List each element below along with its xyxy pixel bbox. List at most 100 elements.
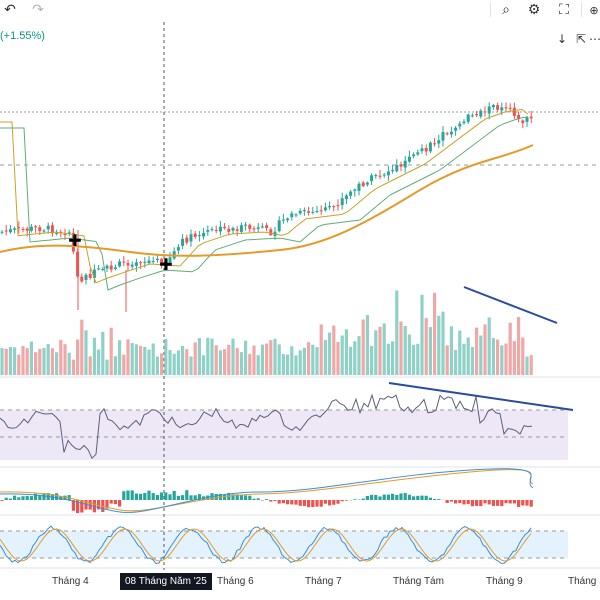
macd-histogram-bar xyxy=(286,500,290,505)
macd-histogram-bar xyxy=(302,500,306,506)
candle-body xyxy=(454,127,458,131)
macd-histogram-bar xyxy=(307,500,311,508)
macd-histogram-bar xyxy=(42,493,46,500)
macd-histogram-bar xyxy=(38,494,42,500)
fullscreen-icon[interactable]: ⛶ xyxy=(559,2,569,18)
macd-histogram-bar xyxy=(260,500,264,501)
volume-bar xyxy=(147,349,151,375)
macd-histogram-bar xyxy=(487,500,491,505)
candle-body xyxy=(336,205,340,207)
macd-histogram-bar xyxy=(353,499,357,500)
undo-icon[interactable]: ↶ xyxy=(4,2,16,18)
candle-body xyxy=(361,182,365,187)
candle-body xyxy=(307,211,311,213)
snapshot-icon[interactable]: ⊕ xyxy=(589,3,599,17)
volume-bar xyxy=(458,330,462,375)
rsi-band xyxy=(0,410,568,460)
candle-body xyxy=(105,265,109,269)
macd-histogram-bar xyxy=(428,497,432,500)
macd-histogram-bar xyxy=(176,495,180,500)
candle-body xyxy=(197,235,201,237)
candle-body xyxy=(13,228,17,230)
volume-bar xyxy=(315,347,319,375)
candle-body xyxy=(449,131,453,135)
volume-bar xyxy=(155,356,159,375)
volume-bar xyxy=(4,348,8,375)
move-down-icon[interactable]: ↓ xyxy=(556,32,568,46)
candle-body xyxy=(517,114,521,120)
volume-bar xyxy=(382,323,386,375)
candle-body xyxy=(281,219,285,221)
candle-body xyxy=(496,105,500,110)
quick-search-icon[interactable]: ⌕ xyxy=(502,2,510,18)
collapse-pane-icon[interactable]: ⇱ xyxy=(575,32,587,46)
macd-histogram-bar xyxy=(273,500,277,501)
macd-histogram-bar xyxy=(25,495,29,500)
candle-body xyxy=(445,133,449,135)
volume-bar xyxy=(403,325,407,375)
macd-histogram-bar xyxy=(8,498,12,500)
candle-body xyxy=(319,210,323,212)
volume-bar xyxy=(197,338,201,375)
x-axis-label: Tháng 7 xyxy=(305,576,342,587)
price-change-percent: (+1.55%) xyxy=(0,30,45,42)
volume-bar xyxy=(273,338,277,375)
candle-body xyxy=(391,170,395,172)
stochastic-band xyxy=(0,531,568,558)
volume-bar xyxy=(357,336,361,375)
macd-histogram-bar xyxy=(466,500,470,504)
candle-body xyxy=(512,107,516,116)
macd-histogram-bar xyxy=(235,494,239,500)
candle-body xyxy=(265,225,269,229)
macd-histogram-bar xyxy=(21,496,25,500)
candle-body xyxy=(164,262,168,265)
candle-body xyxy=(0,231,4,233)
macd-histogram-bar xyxy=(76,500,80,514)
stochastic-panel xyxy=(0,525,532,565)
macd-histogram-bar xyxy=(17,497,21,500)
candle-body xyxy=(218,226,222,232)
volume-bar xyxy=(168,350,172,375)
volume-bar xyxy=(244,340,248,375)
macd-histogram-bar xyxy=(483,500,487,504)
redo-icon[interactable]: ↷ xyxy=(32,2,44,18)
settings-gear-icon[interactable]: ⚙ xyxy=(527,2,541,18)
more-options-icon[interactable]: ⋯ xyxy=(589,32,600,46)
volume-bar xyxy=(420,294,424,375)
macd-histogram-bar xyxy=(189,495,193,500)
candle-body xyxy=(134,262,138,266)
volume-bar xyxy=(218,350,222,375)
candle-body xyxy=(38,227,42,232)
macd-histogram-bar xyxy=(386,494,390,500)
volume-bar xyxy=(55,352,59,375)
ma-mid-line xyxy=(0,116,529,291)
volume-bar xyxy=(433,292,437,375)
moving-averages xyxy=(0,108,534,291)
candle-body xyxy=(382,174,386,176)
candle-body xyxy=(92,269,96,278)
volume-bar xyxy=(454,349,458,375)
rsi-line xyxy=(0,393,533,460)
ma-fast-line xyxy=(0,108,529,284)
volume-bar xyxy=(525,356,529,375)
volume-bar xyxy=(8,347,12,375)
volume-bar xyxy=(361,319,365,375)
candle-body xyxy=(332,206,336,208)
candle-body xyxy=(294,214,298,216)
candle-body xyxy=(239,225,243,232)
volume-bar xyxy=(449,326,453,375)
volume-bar xyxy=(496,339,500,375)
macd-histogram-bar xyxy=(294,500,298,505)
macd-histogram-bar xyxy=(323,500,327,504)
candle-body xyxy=(8,229,12,233)
volume-bar xyxy=(475,327,479,375)
rsi-panel xyxy=(0,393,533,460)
volume-bar xyxy=(424,318,428,375)
candle-body xyxy=(176,247,180,251)
candle-body xyxy=(328,206,332,208)
macd-histogram-bar xyxy=(55,493,59,500)
macd-histogram-bar xyxy=(504,500,508,504)
volume-bar xyxy=(500,345,504,375)
volume-bar xyxy=(223,349,227,375)
